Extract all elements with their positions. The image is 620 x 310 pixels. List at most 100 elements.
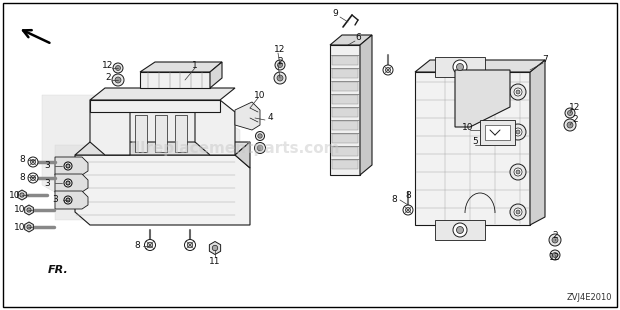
- Circle shape: [456, 227, 464, 233]
- Polygon shape: [332, 147, 358, 156]
- Text: 11: 11: [210, 258, 221, 267]
- Text: 8: 8: [391, 196, 397, 205]
- Circle shape: [549, 234, 561, 246]
- Circle shape: [64, 179, 72, 187]
- Polygon shape: [332, 69, 358, 78]
- Circle shape: [27, 225, 31, 229]
- Circle shape: [552, 237, 558, 243]
- Polygon shape: [332, 82, 358, 91]
- Circle shape: [516, 130, 520, 134]
- Circle shape: [552, 253, 557, 258]
- Circle shape: [565, 108, 575, 118]
- Text: ZVJ4E2010: ZVJ4E2010: [567, 293, 612, 302]
- Polygon shape: [415, 60, 545, 72]
- Polygon shape: [175, 115, 187, 152]
- Polygon shape: [25, 205, 33, 215]
- Polygon shape: [140, 72, 210, 88]
- Polygon shape: [155, 115, 167, 152]
- Circle shape: [510, 164, 526, 180]
- Circle shape: [516, 170, 520, 174]
- Text: FR.: FR.: [48, 265, 69, 275]
- Text: 12: 12: [569, 104, 581, 113]
- Circle shape: [255, 131, 265, 140]
- Polygon shape: [435, 57, 485, 77]
- Circle shape: [66, 164, 70, 168]
- Text: 10: 10: [9, 191, 20, 200]
- Circle shape: [20, 193, 24, 197]
- Text: 1: 1: [192, 60, 198, 69]
- Circle shape: [258, 134, 262, 138]
- Circle shape: [453, 223, 467, 237]
- Circle shape: [115, 77, 121, 83]
- Polygon shape: [75, 155, 250, 225]
- Polygon shape: [90, 100, 220, 112]
- Polygon shape: [235, 102, 260, 130]
- Text: 10: 10: [14, 206, 26, 215]
- Circle shape: [456, 64, 464, 70]
- Text: 7: 7: [542, 55, 548, 64]
- Circle shape: [403, 205, 413, 215]
- Polygon shape: [332, 134, 358, 143]
- Polygon shape: [90, 88, 235, 100]
- Circle shape: [383, 65, 393, 75]
- Circle shape: [30, 160, 35, 165]
- Circle shape: [567, 122, 573, 128]
- Text: 3: 3: [52, 196, 58, 205]
- Text: 2: 2: [277, 57, 283, 67]
- Text: 10: 10: [14, 223, 26, 232]
- Circle shape: [115, 65, 120, 70]
- Text: 3: 3: [44, 162, 50, 171]
- Circle shape: [510, 204, 526, 220]
- Polygon shape: [455, 70, 510, 127]
- Polygon shape: [332, 160, 358, 169]
- Polygon shape: [42, 95, 240, 220]
- Polygon shape: [90, 100, 130, 155]
- Text: 8: 8: [405, 192, 411, 201]
- Polygon shape: [75, 142, 250, 155]
- Text: 2: 2: [105, 73, 111, 82]
- Text: 10: 10: [463, 122, 474, 131]
- Text: 5: 5: [472, 138, 478, 147]
- Polygon shape: [135, 115, 147, 152]
- Circle shape: [510, 124, 526, 140]
- Circle shape: [66, 198, 70, 202]
- Circle shape: [64, 196, 72, 204]
- Polygon shape: [55, 191, 88, 209]
- Circle shape: [550, 250, 560, 260]
- Text: 12: 12: [102, 61, 113, 70]
- Circle shape: [453, 60, 467, 74]
- Text: 8: 8: [19, 156, 25, 165]
- Circle shape: [514, 128, 522, 136]
- Polygon shape: [332, 121, 358, 130]
- Circle shape: [405, 207, 410, 212]
- Text: 8: 8: [134, 241, 140, 250]
- Circle shape: [64, 162, 72, 170]
- Circle shape: [277, 75, 283, 81]
- Circle shape: [27, 208, 31, 212]
- Circle shape: [30, 175, 35, 180]
- Circle shape: [278, 63, 283, 68]
- Polygon shape: [25, 222, 33, 232]
- Polygon shape: [17, 190, 26, 200]
- Polygon shape: [55, 174, 88, 192]
- Polygon shape: [195, 100, 235, 155]
- Circle shape: [257, 145, 263, 151]
- Circle shape: [212, 245, 218, 251]
- Circle shape: [516, 90, 520, 94]
- Text: 12: 12: [274, 46, 286, 55]
- Circle shape: [514, 208, 522, 216]
- Circle shape: [148, 242, 153, 248]
- Text: 2: 2: [552, 232, 558, 241]
- Polygon shape: [485, 125, 510, 140]
- Polygon shape: [140, 62, 222, 72]
- Circle shape: [144, 240, 156, 250]
- Polygon shape: [435, 220, 485, 240]
- Circle shape: [185, 240, 195, 250]
- Polygon shape: [332, 56, 358, 65]
- Circle shape: [510, 84, 526, 100]
- Circle shape: [187, 242, 193, 248]
- Text: 12: 12: [549, 254, 560, 263]
- Text: 3: 3: [44, 179, 50, 188]
- Circle shape: [113, 63, 123, 73]
- Circle shape: [274, 72, 286, 84]
